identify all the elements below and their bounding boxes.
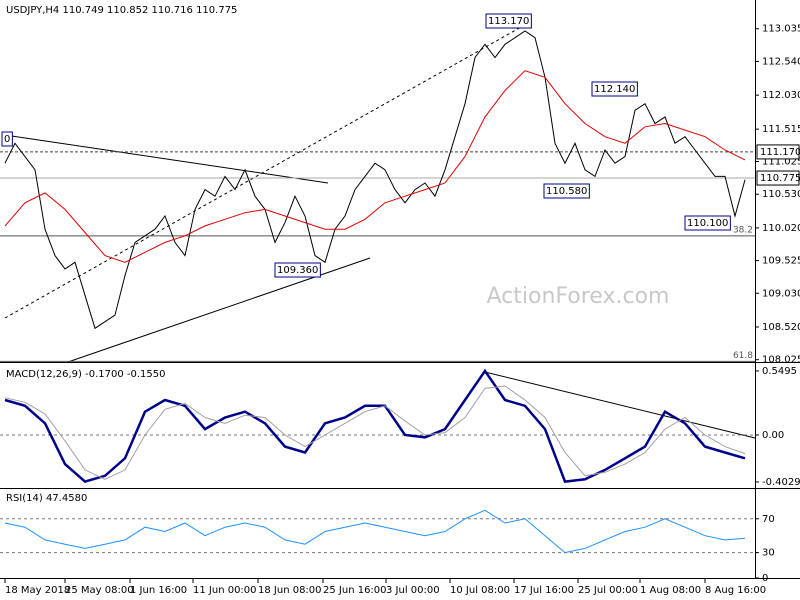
- price-annotation: 0: [4, 134, 10, 145]
- y-tick-label: 0: [762, 573, 768, 584]
- y-tick-label: 108.520: [762, 322, 800, 333]
- x-tick-label: 18 May 2018: [5, 585, 70, 596]
- x-tick-label: 25 Jul 00:00: [578, 585, 638, 596]
- annotation-box: [274, 262, 321, 278]
- y-tick-label: 0.5495: [762, 366, 797, 377]
- x-tick-label: 25 May 08:00: [65, 585, 134, 596]
- annotation-box: [1, 131, 13, 147]
- price-annotation: 110.580: [546, 186, 587, 197]
- price-annotation: 112.140: [594, 84, 635, 95]
- series-line: [4, 70, 746, 263]
- annotation-box: [543, 183, 590, 199]
- y-tick-label: 113.035: [762, 24, 800, 35]
- price-annotation: 113.170: [488, 16, 529, 27]
- series-line: [4, 368, 746, 483]
- level-label: 111.170: [760, 147, 800, 158]
- x-tick-label: 3 Jul 00:00: [386, 585, 440, 596]
- macd-trend-line: [484, 371, 756, 439]
- y-tick-label: 30: [762, 548, 775, 559]
- rsi-title: RSI(14) 47.4580: [6, 493, 87, 504]
- series-line: [4, 509, 746, 554]
- y-tick-label: 70: [762, 514, 775, 525]
- x-tick-label: 18 Jun 08:00: [258, 585, 322, 596]
- fib-label: 61.8: [733, 351, 753, 361]
- y-tick-label: 110.530: [762, 189, 800, 200]
- y-tick-label: 111.515: [762, 124, 800, 135]
- level-box: [756, 170, 800, 186]
- fib-label: 38.2: [733, 225, 753, 235]
- y-tick-label: -0.4029: [762, 477, 800, 488]
- chart-title: USDJPY,H4 110.749 110.852 110.716 110.77…: [6, 5, 237, 16]
- y-tick-label: 109.030: [762, 288, 800, 299]
- y-tick-label: 0.00: [762, 430, 784, 441]
- y-tick-label: 112.540: [762, 56, 800, 67]
- x-tick-label: 17 Jul 16:00: [514, 585, 574, 596]
- price-annotation: 110.100: [687, 218, 728, 229]
- x-tick-label: 1 Jun 16:00: [130, 585, 187, 596]
- annotation-box: [684, 215, 731, 231]
- x-tick-label: 8 Aug 16:00: [705, 585, 766, 596]
- y-tick-label: 108.025: [762, 355, 800, 366]
- level-label: 110.775: [760, 173, 800, 184]
- series-line: [4, 30, 746, 330]
- y-tick-label: 111.025: [762, 157, 800, 168]
- y-tick-label: 109.525: [762, 256, 800, 267]
- channel-line: [4, 21, 531, 319]
- y-tick-label: 110.020: [762, 223, 800, 234]
- x-tick-label: 25 Jun 16:00: [323, 585, 387, 596]
- x-tick-label: 10 Jul 08:00: [450, 585, 510, 596]
- trend-line: [4, 134, 329, 184]
- y-tick-label: 112.030: [762, 90, 800, 101]
- x-tick-label: 11 Jun 00:00: [193, 585, 257, 596]
- x-tick-label: 1 Aug 08:00: [640, 585, 701, 596]
- series-line: [4, 385, 746, 480]
- macd-title: MACD(12,26,9) -0.1700 -0.1550: [6, 369, 166, 380]
- watermark: ActionForex.com: [487, 284, 670, 309]
- annotation-box: [591, 81, 638, 97]
- price-annotation: 109.360: [277, 265, 318, 276]
- level-box: [756, 144, 800, 160]
- annotation-box: [485, 13, 532, 29]
